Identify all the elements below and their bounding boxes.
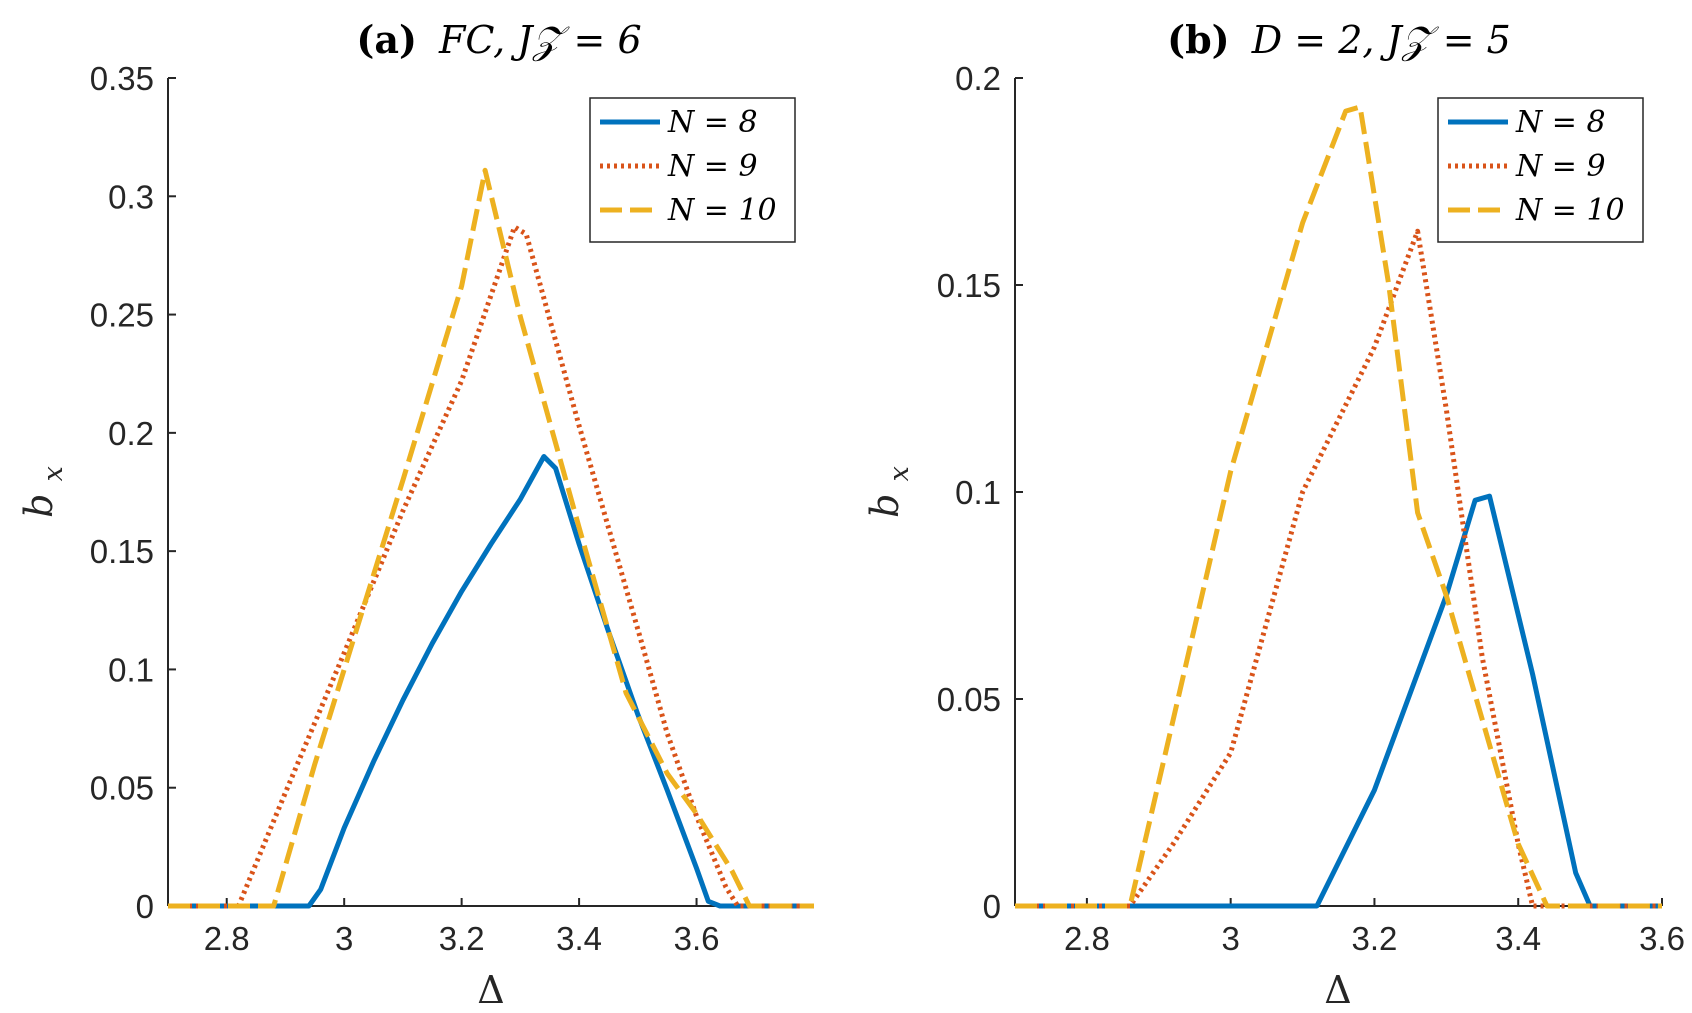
panel-a-legend-label: N = 10 (667, 193, 777, 228)
panel-b-ytick-label: 0 (983, 888, 1001, 925)
panel-a-legend-label: N = 9 (667, 149, 758, 184)
panel-a-legend-label: N = 8 (667, 105, 758, 140)
panel-b-ylabel-sub: x (884, 466, 915, 481)
panel-a-title-text: FC, J𝒵 = 6 (438, 18, 642, 62)
panel-a-ytick-label: 0.35 (90, 60, 154, 97)
panel-a-title: (a) FC, J𝒵 = 6 (356, 17, 641, 62)
panel-a-series-line-n8 (168, 454, 814, 909)
panel-a-ytick-label: 0.15 (90, 533, 154, 570)
panel-b-xtick-label: 3 (1221, 920, 1239, 957)
panel-a-ytick-label: 0.05 (90, 770, 154, 807)
panel-b-series-line-n8 (1015, 493, 1662, 909)
panel-b-series-line-n10 (1015, 104, 1662, 909)
panel-b-legend-label: N = 10 (1515, 193, 1625, 228)
panel-a-xtick-label: 3 (335, 920, 353, 957)
panel-b-xlabel: Δ (1324, 968, 1351, 1012)
panel-b-title: (b) D = 2, J𝒵 = 5 (1167, 17, 1511, 62)
panel-b-ylabel-main: b (863, 494, 907, 518)
panel-a-xtick-label: 3.2 (439, 920, 485, 957)
panel-b-xtick-label: 2.8 (1064, 920, 1110, 957)
panel-a-title-prefix: (a) (356, 17, 417, 62)
panel-b-series-line-n9 (1015, 228, 1662, 909)
panel-b-legend: N = 8 N = 9 N = 10 (1437, 97, 1644, 243)
panel-a-ticks (168, 77, 698, 907)
panel-a-ytick-label: 0.2 (108, 415, 154, 452)
panel-b-title-text: D = 2, J𝒵 = 5 (1251, 18, 1511, 62)
panel-a-series-line-n9 (168, 224, 814, 909)
panel-a-series-line-n10 (168, 167, 814, 909)
panel-a-ylabel: b x (17, 466, 69, 518)
panel-b-ytick-label: 0.15 (937, 267, 1001, 304)
panel-b-xtick-label: 3.6 (1639, 920, 1685, 957)
panel-a-series (168, 167, 814, 909)
panel-a-ytick-label: 0 (136, 888, 154, 925)
panel-a-xlabel: Δ (477, 968, 504, 1012)
panel-b-ytick-label: 0.05 (937, 681, 1001, 718)
panel-a-legend: N = 8 N = 9 N = 10 (589, 97, 796, 243)
panel-b-chart: (b) D = 2, J𝒵 = 5 2.8 3 3.2 3.4 3.6 0 0.05 0.1 0… (863, 17, 1685, 1012)
panel-b-xtick-label: 3.4 (1495, 920, 1541, 957)
panel-a-ytick-label: 0.25 (90, 297, 154, 334)
panel-b-ylabel: b x (863, 466, 915, 518)
panel-a-chart: (a) FC, J𝒵 = 6 2.8 3 3.2 3.4 3.6 0 0.05 0.1 0.15… (17, 17, 814, 1012)
panel-b-legend-label: N = 8 (1515, 105, 1606, 140)
panel-a-xtick-label: 3.4 (556, 920, 602, 957)
panel-b-series (1015, 104, 1662, 909)
panel-a-xtick-label: 3.6 (674, 920, 720, 957)
panel-a-xtick-label: 2.8 (204, 920, 250, 957)
panel-a-ytick-label: 0.3 (108, 178, 154, 215)
panel-b-tick-labels: 2.8 3 3.2 3.4 3.6 0 0.05 0.1 0.15 0.2 (937, 60, 1685, 957)
panel-a-tick-labels: 2.8 3 3.2 3.4 3.6 0 0.05 0.1 0.15 0.2 0.25 0.3 0.35 (90, 60, 720, 957)
panel-a-ylabel-sub: x (38, 466, 69, 481)
panel-b-ytick-label: 0.1 (955, 474, 1001, 511)
panel-b-ytick-label: 0.2 (955, 60, 1001, 97)
panel-b-xtick-label: 3.2 (1352, 920, 1398, 957)
panel-a-ytick-label: 0.1 (108, 651, 154, 688)
panel-b-title-prefix: (b) (1167, 17, 1230, 62)
panel-a-ylabel-main: b (17, 494, 61, 518)
panel-b-legend-label: N = 9 (1515, 149, 1606, 184)
